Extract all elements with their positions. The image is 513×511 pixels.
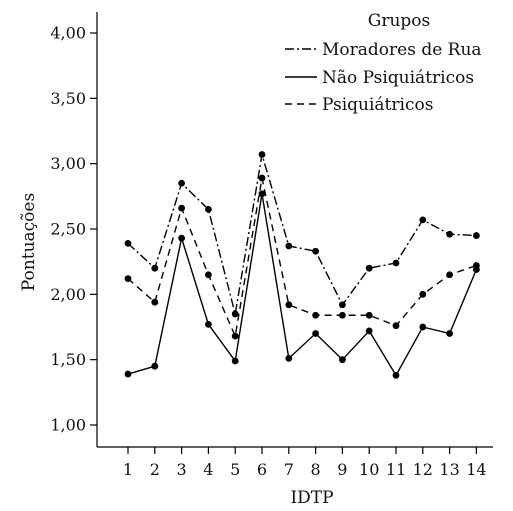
- data-point: [151, 362, 159, 370]
- y-tick-label: 3,50: [50, 89, 86, 108]
- legend-label-nao-psiquiatricos: Não Psiquiátricos: [322, 68, 474, 88]
- x-tick-label: 5: [230, 460, 240, 479]
- y-tick-label: 3,00: [50, 154, 86, 173]
- data-point: [473, 232, 480, 239]
- y-axis-title: Pontuações: [19, 193, 39, 291]
- y-tick-label: 1,00: [50, 416, 86, 435]
- x-tick-label: 13: [439, 460, 459, 479]
- x-ticks: 1 2 3 4 5 6 7 8 9 10 11 12 13 14: [123, 447, 487, 479]
- data-point: [285, 242, 293, 250]
- x-tick-label: 3: [177, 460, 187, 479]
- y-tick-label: 1,50: [50, 350, 86, 369]
- data-point: [312, 247, 319, 255]
- series-line: [127, 177, 477, 339]
- data-point: [258, 174, 266, 182]
- x-tick-label: 1: [123, 460, 133, 479]
- data-point: [205, 206, 212, 213]
- series-group: [124, 151, 480, 379]
- x-tick-label: 9: [337, 460, 347, 479]
- legend-title: Grupos: [368, 11, 431, 31]
- x-tick-label: 2: [150, 460, 160, 479]
- data-point: [419, 323, 427, 331]
- y-tick-label: 2,00: [50, 285, 86, 304]
- data-point: [124, 275, 132, 283]
- y-tick-label: 4,00: [50, 24, 86, 43]
- legend-label-psiquiatricos: Psiquiátricos: [322, 95, 433, 115]
- legend-item-moradores: Moradores de Rua: [285, 40, 482, 60]
- data-point: [178, 204, 186, 212]
- series-1: [124, 151, 480, 318]
- data-point: [473, 262, 480, 269]
- legend-label-moradores: Moradores de Rua: [322, 40, 482, 60]
- y-ticks: 1,00 1,50 2,00 2,50 3,00 3,50 4,00: [50, 24, 97, 435]
- data-point: [419, 290, 427, 298]
- x-tick-label: 10: [359, 460, 379, 479]
- data-point: [151, 264, 159, 272]
- series-2: [124, 190, 480, 379]
- data-point: [258, 190, 266, 198]
- x-tick-label: 14: [466, 460, 486, 479]
- legend: Grupos Moradores de Rua Não Psiquiátrico…: [285, 11, 482, 115]
- data-point: [231, 357, 239, 365]
- legend-item-nao-psiquiatricos: Não Psiquiátricos: [285, 68, 474, 88]
- x-tick-label: 8: [311, 460, 321, 479]
- data-point: [205, 320, 212, 328]
- legend-item-psiquiatricos: Psiquiátricos: [285, 95, 433, 115]
- x-tick-label: 7: [284, 460, 294, 479]
- data-point: [419, 216, 427, 224]
- data-point: [258, 151, 266, 158]
- data-point: [339, 301, 346, 309]
- data-point: [151, 298, 159, 306]
- data-point: [392, 259, 400, 267]
- data-point: [285, 354, 293, 362]
- data-point: [178, 234, 186, 242]
- data-point: [312, 311, 319, 319]
- x-tick-label: 11: [386, 460, 406, 479]
- data-point: [205, 271, 212, 279]
- data-point: [392, 322, 400, 330]
- data-point: [124, 239, 132, 247]
- data-point: [365, 264, 373, 272]
- data-point: [365, 311, 373, 319]
- x-tick-label: 12: [413, 460, 433, 479]
- data-point: [446, 271, 453, 279]
- y-tick-label: 2,50: [50, 220, 86, 239]
- data-point: [124, 370, 132, 378]
- series-3: [124, 174, 480, 340]
- data-point: [231, 332, 239, 340]
- x-tick-label: 4: [203, 460, 213, 479]
- data-point: [446, 330, 453, 337]
- data-point: [178, 179, 186, 187]
- data-point: [285, 301, 293, 309]
- data-point: [312, 330, 319, 337]
- series-line: [127, 154, 477, 315]
- data-point: [392, 371, 400, 379]
- data-point: [339, 356, 346, 364]
- series-line: [127, 193, 478, 377]
- data-point: [231, 310, 239, 318]
- data-point: [365, 327, 373, 335]
- x-axis-title: IDTP: [290, 488, 333, 508]
- data-point: [446, 230, 453, 238]
- x-tick-label: 6: [257, 460, 267, 479]
- data-point: [339, 311, 346, 319]
